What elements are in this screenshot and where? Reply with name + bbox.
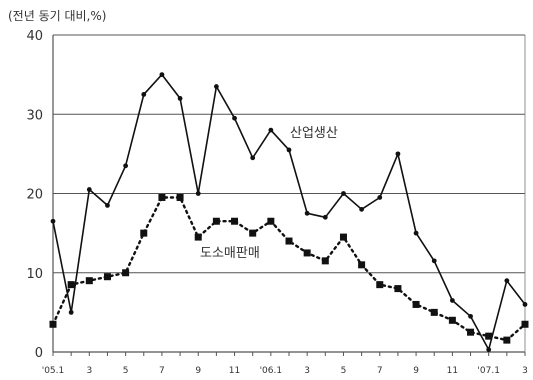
data-point-s1: [158, 193, 166, 201]
series-line-0: [52, 73, 526, 351]
data-point-s1: [467, 328, 475, 336]
data-point-s0: [413, 230, 419, 236]
data-point-s1: [321, 257, 329, 265]
data-point-s1: [267, 217, 275, 225]
data-point-s1: [194, 233, 202, 241]
data-point-s1: [249, 229, 257, 237]
x-tick-label: 3: [86, 366, 92, 376]
data-point-s0: [468, 313, 473, 319]
y-tick-label-20: 20: [26, 188, 43, 203]
x-tick-label: 7: [377, 366, 383, 376]
data-point-s1: [430, 308, 438, 316]
x-tick-label: 5: [341, 366, 347, 376]
data-point-s1: [376, 281, 384, 289]
data-point-s1: [103, 273, 111, 281]
data-point-s0: [268, 127, 274, 133]
x-tick-labels: '05.1 3 5 7 9 11 '06.1 3 5 7 9 11 '07.1 3: [42, 366, 528, 376]
data-point-s1: [231, 217, 239, 225]
data-point-s0: [522, 302, 528, 307]
x-tick-label: 9: [413, 366, 419, 376]
x-tick-label: '05.1: [42, 366, 65, 376]
data-point-s0: [195, 191, 201, 196]
series-points: [49, 72, 529, 353]
data-point-s0: [341, 191, 346, 196]
x-tick-label: 3: [522, 366, 528, 376]
data-point-s0: [322, 214, 328, 220]
data-point-s0: [68, 309, 74, 315]
data-point-s0: [486, 347, 492, 353]
unit-label: (전년 동기 대비,%): [8, 9, 106, 23]
data-point-s0: [377, 195, 383, 200]
data-point-s1: [339, 233, 347, 241]
y-tick-labels: 0 10 20 30 40: [26, 29, 43, 361]
data-point-s0: [86, 187, 92, 192]
data-point-s0: [449, 298, 455, 303]
series-lines: [51, 73, 527, 351]
data-point-s0: [232, 115, 237, 121]
series-line-1: [51, 196, 527, 342]
data-point-s1: [503, 336, 511, 344]
data-point-s0: [123, 163, 129, 169]
gridlines: [53, 34, 525, 274]
y-tick-label-0: 0: [35, 346, 43, 361]
data-point-s1: [140, 229, 148, 237]
data-point-s0: [177, 96, 183, 101]
y-tick-label-10: 10: [26, 267, 43, 282]
data-point-s1: [394, 285, 402, 293]
x-tick-label: 3: [304, 366, 310, 376]
data-point-s0: [50, 218, 56, 224]
x-tick-label: '07.1: [477, 366, 500, 376]
data-point-s1: [85, 277, 93, 285]
x-tick-label: '06.1: [260, 366, 283, 376]
x-tick-label: 11: [447, 366, 458, 376]
data-point-s1: [176, 193, 184, 201]
data-point-s0: [304, 210, 310, 216]
data-point-s0: [504, 278, 510, 284]
x-tick-label: 9: [195, 366, 201, 376]
data-point-s0: [213, 84, 219, 89]
axes: [52, 35, 526, 356]
data-point-s1: [485, 332, 493, 340]
data-point-s1: [122, 269, 130, 277]
data-point-s1: [285, 237, 293, 245]
x-tick-label: 7: [159, 366, 165, 376]
data-point-s1: [303, 249, 311, 257]
x-tick-label: 11: [229, 366, 240, 376]
data-point-s1: [448, 316, 456, 324]
y-tick-label-40: 40: [26, 29, 43, 44]
data-point-s0: [250, 155, 256, 161]
data-point-s1: [49, 320, 57, 328]
data-point-s1: [412, 300, 420, 308]
x-tick-label: 5: [123, 366, 129, 376]
y-tick-label-30: 30: [26, 108, 43, 123]
data-point-s1: [358, 261, 366, 269]
data-point-s0: [105, 202, 110, 208]
data-point-s0: [431, 258, 437, 264]
data-point-s1: [67, 281, 75, 289]
data-point-s0: [395, 151, 401, 157]
data-point-s1: [212, 217, 220, 225]
data-point-s0: [359, 206, 365, 212]
series-label-industrial-production: 산업생산: [290, 126, 338, 141]
data-point-s1: [521, 320, 529, 328]
data-point-s0: [141, 92, 147, 97]
data-point-s0: [159, 72, 165, 78]
series-label-retail-sales: 도소매판매: [200, 246, 260, 261]
data-point-s0: [286, 147, 292, 153]
